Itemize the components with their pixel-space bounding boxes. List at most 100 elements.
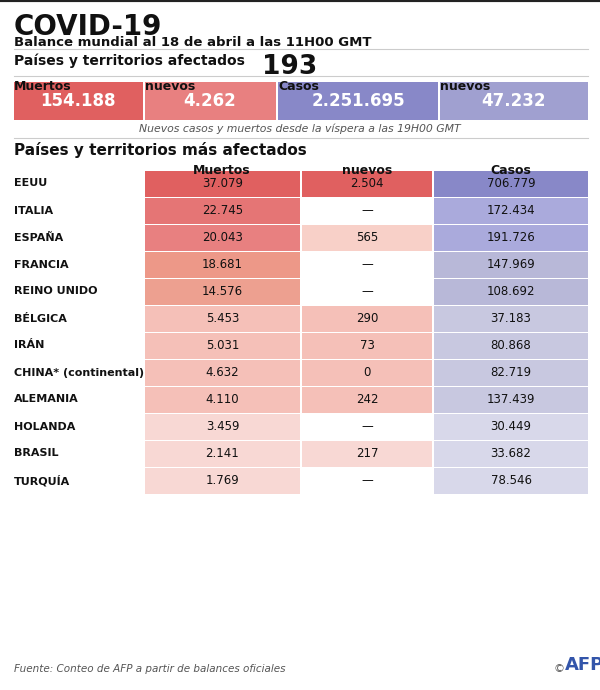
Bar bbox=[302, 198, 432, 224]
Text: Fuente: Conteo de AFP a partir de balances oficiales: Fuente: Conteo de AFP a partir de balanc… bbox=[14, 664, 286, 674]
Text: 18.681: 18.681 bbox=[202, 258, 243, 271]
Text: —: — bbox=[361, 204, 373, 217]
Text: 290: 290 bbox=[356, 312, 378, 325]
Text: ESPAÑA: ESPAÑA bbox=[14, 233, 63, 243]
Bar bbox=[434, 225, 588, 251]
Text: 217: 217 bbox=[356, 447, 378, 460]
Bar bbox=[434, 279, 588, 305]
Text: 2.504: 2.504 bbox=[350, 177, 384, 190]
Bar bbox=[302, 468, 432, 494]
Text: Países y territorios afectados: Países y territorios afectados bbox=[14, 54, 245, 68]
Bar bbox=[145, 414, 300, 440]
Text: TURQUÍA: TURQUÍA bbox=[14, 475, 70, 486]
Text: AFP: AFP bbox=[565, 656, 600, 674]
Text: 4.110: 4.110 bbox=[206, 393, 239, 406]
Bar bbox=[302, 171, 432, 197]
Bar bbox=[145, 468, 300, 494]
Text: ©: © bbox=[554, 664, 569, 674]
Text: IRÁN: IRÁN bbox=[14, 340, 44, 351]
Bar bbox=[145, 360, 300, 386]
Bar bbox=[145, 441, 300, 467]
Text: 191.726: 191.726 bbox=[487, 231, 535, 244]
Text: 108.692: 108.692 bbox=[487, 285, 535, 298]
Bar bbox=[145, 225, 300, 251]
Bar bbox=[145, 252, 300, 278]
Text: Casos: Casos bbox=[278, 80, 319, 93]
Bar bbox=[302, 279, 432, 305]
Bar bbox=[145, 333, 300, 359]
Bar bbox=[145, 82, 276, 120]
Text: 565: 565 bbox=[356, 231, 378, 244]
Text: BÉLGICA: BÉLGICA bbox=[14, 313, 67, 324]
Text: —: — bbox=[361, 258, 373, 271]
Text: 37.183: 37.183 bbox=[491, 312, 532, 325]
Text: BRASIL: BRASIL bbox=[14, 448, 59, 458]
Text: 33.682: 33.682 bbox=[491, 447, 532, 460]
Text: FRANCIA: FRANCIA bbox=[14, 259, 68, 270]
Text: 172.434: 172.434 bbox=[487, 204, 535, 217]
Text: nuevos: nuevos bbox=[342, 164, 392, 177]
Bar bbox=[14, 82, 143, 120]
Bar bbox=[302, 414, 432, 440]
Text: 154.188: 154.188 bbox=[40, 92, 116, 110]
Bar bbox=[434, 360, 588, 386]
Text: Nuevos casos y muertos desde la víspera a las 19H00 GMT: Nuevos casos y muertos desde la víspera … bbox=[139, 124, 461, 135]
Bar bbox=[434, 333, 588, 359]
Text: 73: 73 bbox=[359, 339, 374, 352]
Bar bbox=[434, 441, 588, 467]
Text: 1.769: 1.769 bbox=[206, 474, 239, 487]
Text: 2.141: 2.141 bbox=[206, 447, 239, 460]
Bar bbox=[145, 306, 300, 332]
Bar bbox=[434, 252, 588, 278]
Text: —: — bbox=[361, 420, 373, 433]
Text: 0: 0 bbox=[364, 366, 371, 379]
Bar bbox=[434, 198, 588, 224]
Text: 3.459: 3.459 bbox=[206, 420, 239, 433]
Text: REINO UNIDO: REINO UNIDO bbox=[14, 286, 97, 297]
Text: —: — bbox=[361, 474, 373, 487]
Bar bbox=[434, 414, 588, 440]
Text: 82.719: 82.719 bbox=[490, 366, 532, 379]
Text: Balance mundial al 18 de abril a las 11H00 GMT: Balance mundial al 18 de abril a las 11H… bbox=[14, 36, 371, 49]
Bar bbox=[145, 198, 300, 224]
Text: CHINA* (continental): CHINA* (continental) bbox=[14, 368, 144, 377]
Text: 30.449: 30.449 bbox=[491, 420, 532, 433]
Bar bbox=[434, 468, 588, 494]
Text: 80.868: 80.868 bbox=[491, 339, 532, 352]
Bar bbox=[145, 387, 300, 413]
Bar bbox=[440, 82, 588, 120]
Bar bbox=[434, 306, 588, 332]
Bar bbox=[302, 441, 432, 467]
Bar bbox=[302, 387, 432, 413]
Bar bbox=[278, 82, 438, 120]
Text: —: — bbox=[361, 285, 373, 298]
Text: 137.439: 137.439 bbox=[487, 393, 535, 406]
Text: 4.632: 4.632 bbox=[206, 366, 239, 379]
Bar bbox=[302, 306, 432, 332]
Text: Casos: Casos bbox=[491, 164, 532, 177]
Text: 20.043: 20.043 bbox=[202, 231, 243, 244]
Text: 78.546: 78.546 bbox=[491, 474, 532, 487]
Bar bbox=[434, 171, 588, 197]
Bar bbox=[302, 252, 432, 278]
Bar bbox=[302, 225, 432, 251]
Text: HOLANDA: HOLANDA bbox=[14, 422, 76, 431]
Text: Muertos: Muertos bbox=[14, 80, 71, 93]
Text: ALEMANIA: ALEMANIA bbox=[14, 395, 79, 404]
Bar bbox=[145, 279, 300, 305]
Text: 37.079: 37.079 bbox=[202, 177, 243, 190]
Text: 22.745: 22.745 bbox=[202, 204, 243, 217]
Text: 706.779: 706.779 bbox=[487, 177, 535, 190]
Bar bbox=[145, 171, 300, 197]
Text: 193: 193 bbox=[262, 54, 317, 80]
Text: 47.232: 47.232 bbox=[482, 92, 546, 110]
Bar bbox=[434, 387, 588, 413]
Text: nuevos: nuevos bbox=[145, 80, 195, 93]
Text: ITALIA: ITALIA bbox=[14, 206, 53, 215]
Text: COVID-19: COVID-19 bbox=[14, 13, 163, 41]
Text: 147.969: 147.969 bbox=[487, 258, 535, 271]
Bar bbox=[302, 333, 432, 359]
Text: 5.453: 5.453 bbox=[206, 312, 239, 325]
Bar bbox=[302, 360, 432, 386]
Text: nuevos: nuevos bbox=[440, 80, 490, 93]
